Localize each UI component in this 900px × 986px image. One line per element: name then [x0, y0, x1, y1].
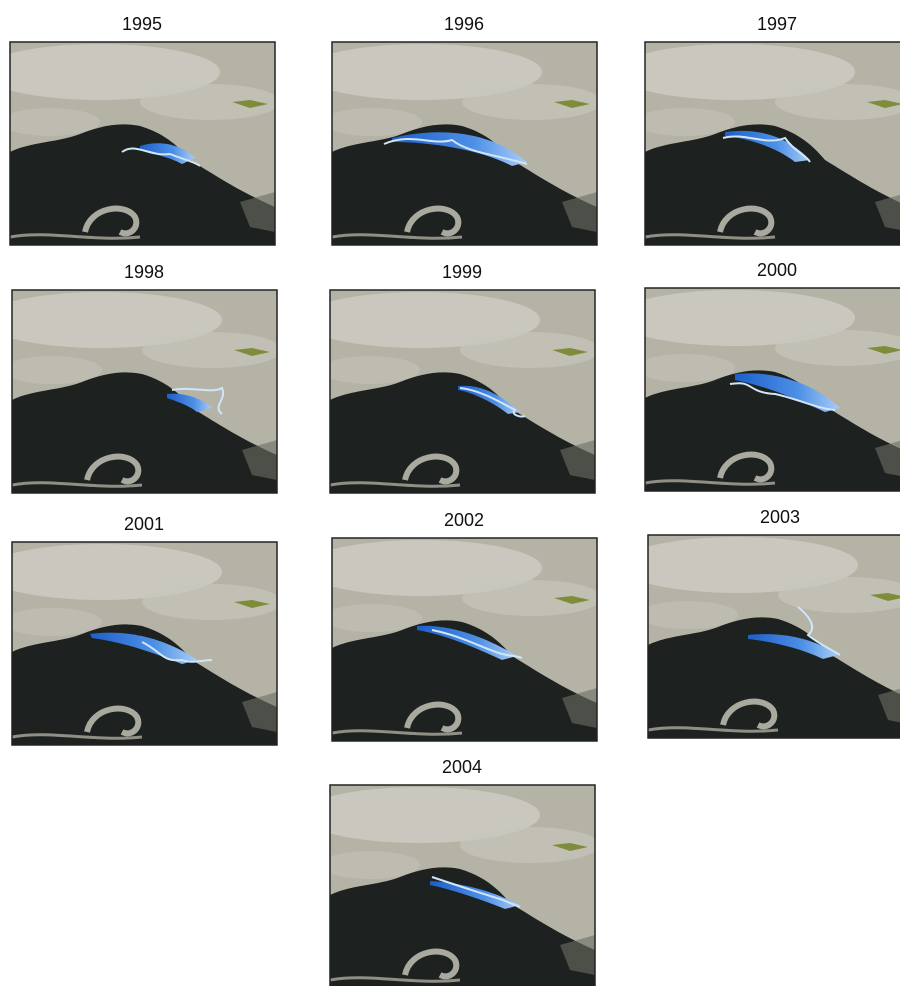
cloud [0, 108, 100, 136]
map-panel: 1995 [0, 14, 280, 245]
figure: 1995 1996 1997 1998 1999 2000 2001 2002 2003 2004 [0, 0, 900, 986]
map-image [615, 42, 900, 245]
cloud [2, 356, 102, 384]
map-image [302, 538, 602, 741]
panel-title: 1999 [442, 262, 482, 282]
map-panel: 2003 [618, 507, 900, 738]
map-panel: 1996 [302, 14, 602, 245]
map-image [0, 542, 282, 745]
panel-title: 2001 [124, 514, 164, 534]
cloud [635, 108, 735, 136]
map-panel: 2002 [302, 510, 602, 741]
map-panel: 2000 [615, 260, 900, 491]
cloud [320, 356, 420, 384]
panel-title: 1997 [757, 14, 797, 34]
map-image [300, 785, 600, 986]
cloud [320, 851, 420, 879]
panel-title: 2002 [444, 510, 484, 530]
map-image [618, 535, 900, 738]
map-panel: 1999 [300, 262, 600, 493]
cloud [638, 601, 738, 629]
cloud [2, 608, 102, 636]
map-image [302, 42, 602, 245]
panel-title: 2000 [757, 260, 797, 280]
cloud [635, 354, 735, 382]
panel-title: 1996 [444, 14, 484, 34]
map-panel: 1997 [615, 14, 900, 245]
map-image [300, 290, 600, 493]
page: {"panels": [ {"title": "1995"}, {"title"… [0, 0, 900, 986]
panel-title: 2003 [760, 507, 800, 527]
map-panel: 2001 [0, 514, 282, 745]
map-panel: 1998 [0, 262, 282, 493]
panel-title: 2004 [442, 757, 482, 777]
panel-title: 1995 [122, 14, 162, 34]
map-image [0, 42, 280, 245]
map-image [615, 288, 900, 491]
panel-title: 1998 [124, 262, 164, 282]
cloud [322, 604, 422, 632]
cloud [322, 108, 422, 136]
map-image [0, 290, 282, 493]
map-panel: 2004 [300, 757, 600, 986]
